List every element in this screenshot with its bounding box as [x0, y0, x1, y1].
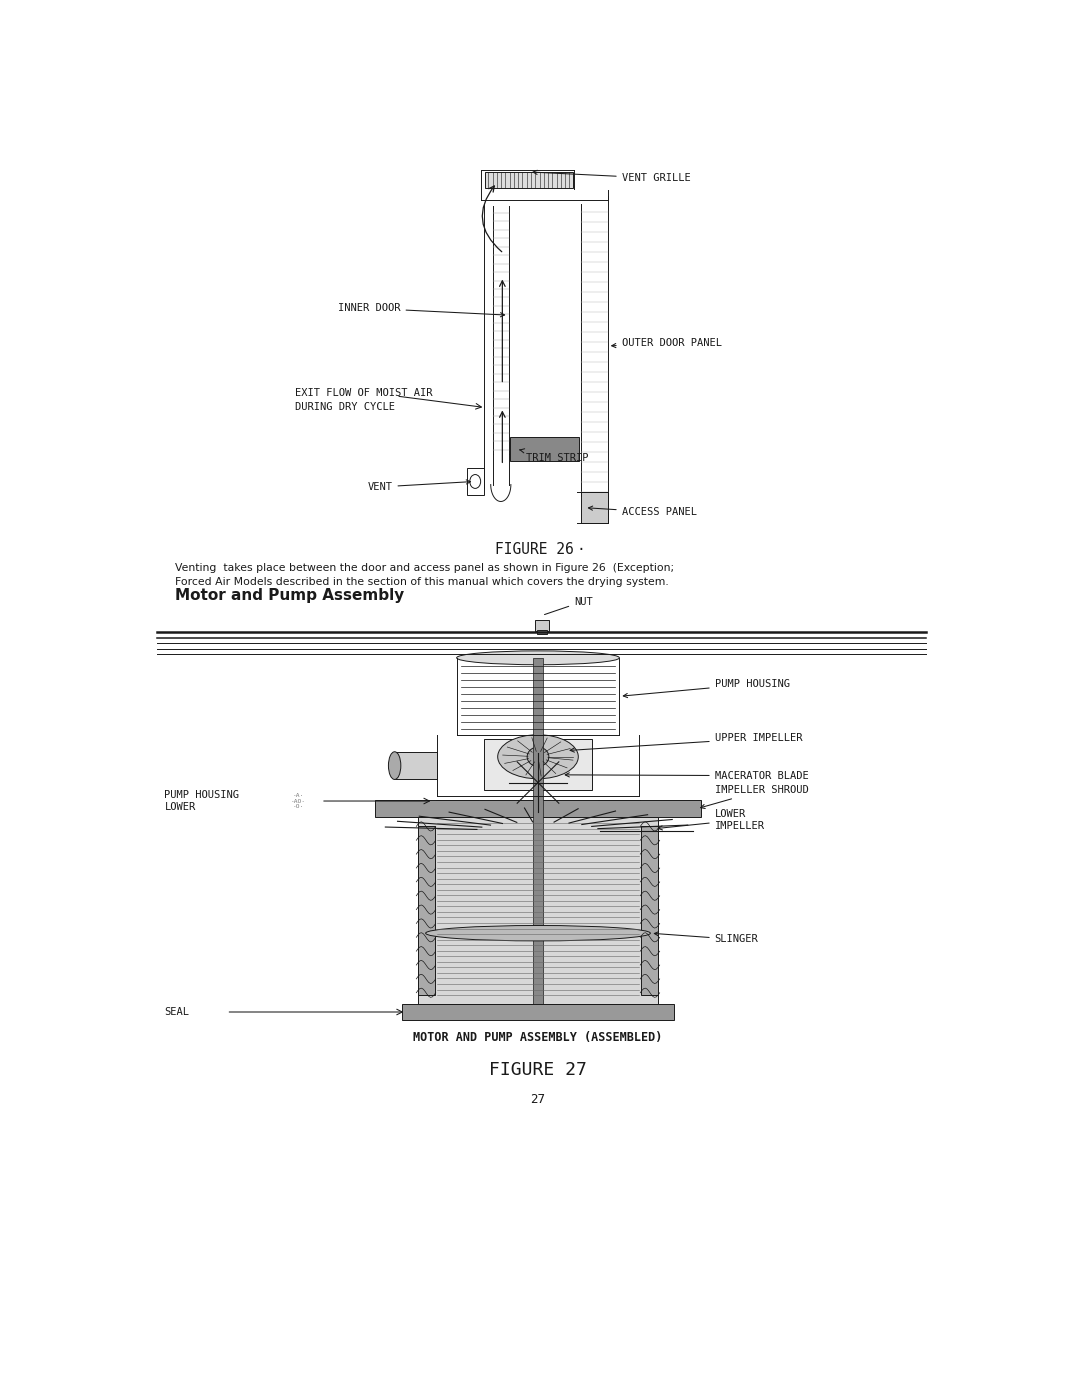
Text: INNER DOOR: INNER DOOR — [338, 304, 504, 316]
Text: FIGURE 27: FIGURE 27 — [489, 1062, 586, 1079]
Text: UPPER IMPELLER: UPPER IMPELLER — [570, 733, 802, 752]
Bar — [435, 800, 478, 814]
Ellipse shape — [498, 734, 578, 778]
Text: PUMP HOUSING: PUMP HOUSING — [623, 679, 789, 697]
Text: ·: · — [577, 542, 585, 557]
Text: FIGURE 26: FIGURE 26 — [495, 542, 573, 557]
Text: MACERATOR BLADE: MACERATOR BLADE — [565, 771, 809, 781]
Text: EXIT FLOW OF MOIST AIR
DURING DRY CYCLE: EXIT FLOW OF MOIST AIR DURING DRY CYCLE — [296, 388, 433, 411]
Text: ACCESS PANEL: ACCESS PANEL — [589, 506, 697, 517]
Ellipse shape — [389, 752, 401, 780]
Text: SEAL: SEAL — [164, 1006, 189, 1018]
Bar — [597, 800, 640, 814]
Bar — [418, 826, 435, 996]
Bar — [537, 630, 546, 634]
Text: TRIM STRIP: TRIM STRIP — [519, 448, 589, 462]
Text: Venting  takes place between the door and access panel as shown in Figure 26  (E: Venting takes place between the door and… — [175, 564, 674, 587]
Bar — [642, 826, 658, 996]
Bar — [375, 800, 701, 817]
Bar — [467, 468, 484, 495]
Bar — [418, 817, 658, 1004]
Text: Motor and Pump Assembly: Motor and Pump Assembly — [175, 588, 405, 604]
Text: VENT GRILLE: VENT GRILLE — [534, 170, 690, 183]
Text: ·A·
·AO·
·O·: ·A· ·AO· ·O· — [291, 793, 306, 810]
Text: SLINGER: SLINGER — [654, 932, 758, 945]
Bar — [394, 752, 437, 780]
Text: OUTER DOOR PANEL: OUTER DOOR PANEL — [611, 338, 721, 348]
Text: IMPELLER SHROUD: IMPELLER SHROUD — [701, 785, 809, 808]
Ellipse shape — [527, 747, 549, 766]
Ellipse shape — [457, 650, 619, 664]
Text: PUMP HOUSING
LOWER: PUMP HOUSING LOWER — [164, 791, 240, 811]
Text: MOTOR AND PUMP ASSEMBLY (ASSEMBLED): MOTOR AND PUMP ASSEMBLY (ASSEMBLED) — [414, 1031, 663, 1044]
Bar — [645, 806, 676, 808]
Text: LOWER
IMPELLER: LOWER IMPELLER — [658, 808, 765, 830]
Bar — [535, 620, 549, 631]
Ellipse shape — [426, 925, 650, 941]
Bar — [485, 172, 572, 188]
Bar — [581, 492, 608, 522]
Bar — [403, 1004, 674, 1020]
Text: VENT: VENT — [367, 480, 471, 492]
Bar — [484, 738, 592, 791]
Text: NUT: NUT — [575, 597, 593, 606]
Text: 27: 27 — [530, 1093, 545, 1106]
Bar — [510, 437, 579, 462]
Bar — [532, 657, 543, 1016]
